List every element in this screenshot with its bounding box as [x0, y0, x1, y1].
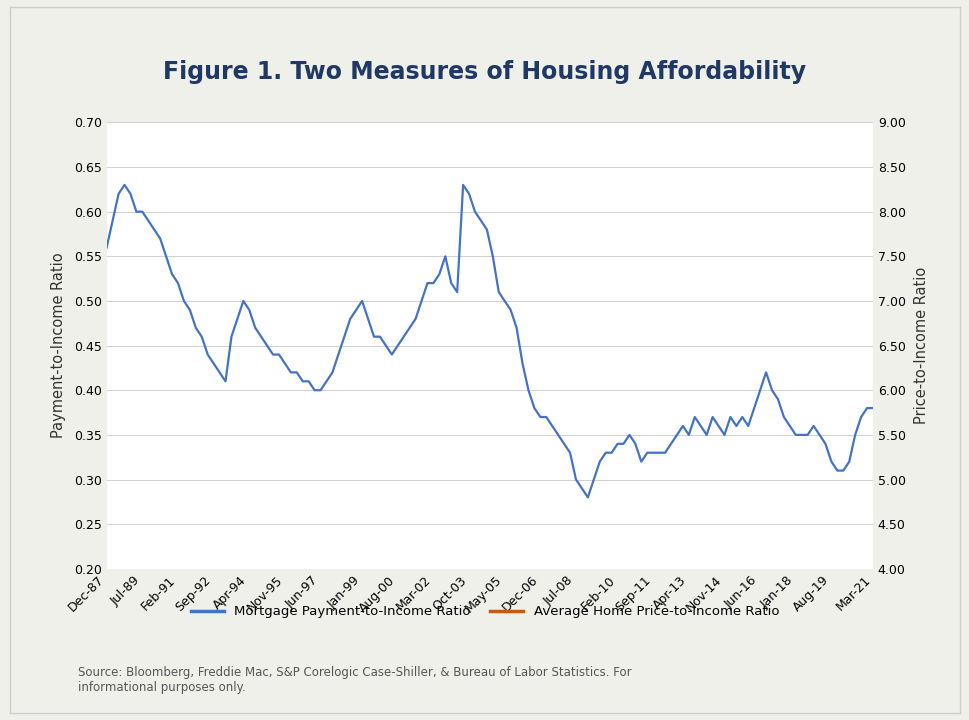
- Text: Figure 1. Two Measures of Housing Affordability: Figure 1. Two Measures of Housing Afford…: [163, 60, 806, 84]
- Y-axis label: Price-to-Income Ratio: Price-to-Income Ratio: [913, 267, 928, 424]
- Legend: Mortgage Payment-to-Income Ratio, Average Home Price-to-Income Ratio: Mortgage Payment-to-Income Ratio, Averag…: [185, 600, 784, 624]
- Text: Source: Bloomberg, Freddie Mac, S&P Corelogic Case-Shiller, & Bureau of Labor St: Source: Bloomberg, Freddie Mac, S&P Core…: [78, 667, 631, 694]
- Y-axis label: Payment-to-Income Ratio: Payment-to-Income Ratio: [50, 253, 66, 438]
